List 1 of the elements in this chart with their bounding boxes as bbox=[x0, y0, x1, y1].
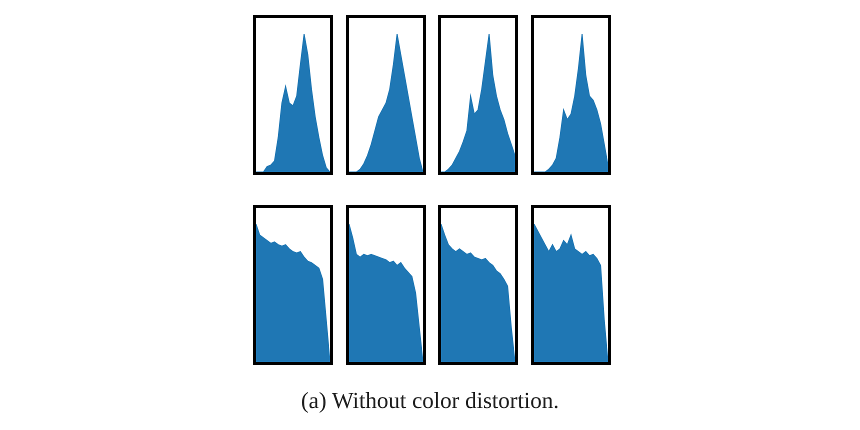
text: (a) Without color distortion. bbox=[300, 388, 560, 414]
